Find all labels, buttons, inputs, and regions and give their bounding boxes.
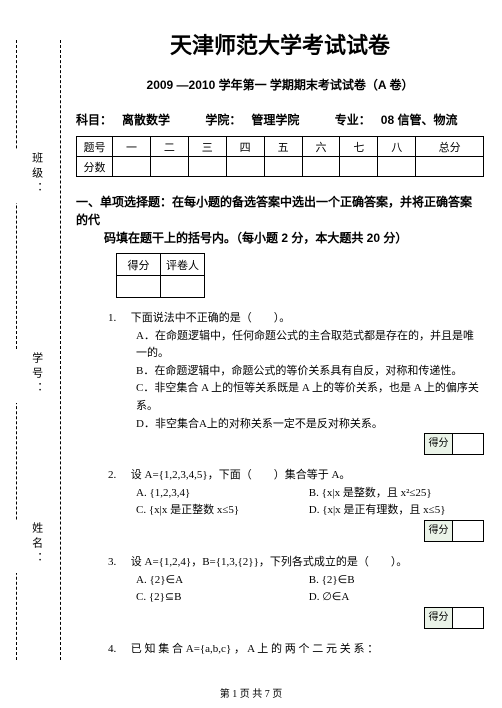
option-a: A. {1,2,3,4} <box>136 485 306 503</box>
mini-header: 得分 <box>117 254 161 276</box>
table-row: 题号 一 二 三 四 五 六 七 八 总分 <box>77 137 484 157</box>
score-box-value <box>453 434 483 454</box>
score-row-label: 分数 <box>77 157 113 177</box>
mini-cell <box>117 276 161 298</box>
option-d: D. ∅∈A <box>309 589 479 607</box>
score-col: 二 <box>150 137 188 157</box>
section-1-heading: 一、单项选择题：在每小题的备选答案中选出一个正确答案，并将正确答案的代 码填在题… <box>76 193 484 247</box>
score-cell <box>340 157 378 177</box>
score-cell <box>226 157 264 177</box>
score-row-label: 题号 <box>77 137 113 157</box>
score-box-label: 得分 <box>425 521 453 541</box>
subject-value: 离散数学 <box>122 113 170 127</box>
question-number: 3. <box>108 554 128 572</box>
score-box: 得分 <box>424 520 484 542</box>
score-cell <box>113 157 151 177</box>
score-col: 三 <box>188 137 226 157</box>
question-stem: 已 知 集 合 A={a,b,c} ， A 上 的 两 个 二 元 关 系 ： <box>131 643 378 655</box>
score-cell <box>188 157 226 177</box>
major-label: 专业： <box>335 113 371 127</box>
question-3: 3. 设 A={1,2,4}，B={1,3,{2}}，下列各式成立的是（ ）。 … <box>136 554 484 629</box>
option-a: A．在命题逻辑中，任何命题公式的主合取范式都是存在的，并且是唯一的。 <box>136 328 484 363</box>
question-stem: 下面说法中不正确的是（ ）。 <box>131 312 291 324</box>
school-value: 管理学院 <box>251 113 299 127</box>
major-value: 08 信管、物流 <box>381 113 458 127</box>
binding-label-studentno: 学号： <box>14 350 58 403</box>
score-col: 总分 <box>416 137 484 157</box>
score-col: 七 <box>340 137 378 157</box>
option-b: B. {x|x 是整数，且 x²≤25} <box>309 485 479 503</box>
score-box-value <box>453 521 483 541</box>
option-c: C. {x|x 是正整数 x≤5} <box>136 502 306 520</box>
score-cell <box>378 157 416 177</box>
question-number: 4. <box>108 641 128 659</box>
meta-row: 科目： 离散数学 学院： 管理学院 专业： 08 信管、物流 <box>76 111 484 128</box>
section-title-line1: 单项选择题：在每小题的备选答案中选出一个正确答案，并将正确答案的代 <box>76 195 472 227</box>
score-box-label: 得分 <box>425 608 453 628</box>
binding-label-name: 姓名： <box>14 520 58 573</box>
option-b: B．在命题逻辑中，命题公式的等价关系具有自反，对称和传递性。 <box>136 363 484 381</box>
score-cell <box>416 157 484 177</box>
subject-label: 科目： <box>76 113 112 127</box>
table-row: 得分 评卷人 <box>117 254 205 276</box>
score-col: 四 <box>226 137 264 157</box>
main-content: 天津师范大学考试试卷 2009 —2010 学年第一 学期期末考试试卷（A 卷）… <box>76 28 484 684</box>
mini-score-table: 得分 评卷人 <box>116 253 205 298</box>
option-a: A. {2}∈A <box>136 572 306 590</box>
option-c: C. {2}⊆B <box>136 589 306 607</box>
option-d: D．非空集合A上的对称关系一定不是反对称关系。 <box>136 416 484 434</box>
table-row: 分数 <box>77 157 484 177</box>
section-index: 一、 <box>76 195 100 209</box>
binding-strip: 班级： 学号： 姓名： <box>12 40 62 660</box>
question-stem: 设 A={1,2,3,4,5}，下面（ ）集合等于 A。 <box>131 469 351 481</box>
score-box: 得分 <box>424 607 484 629</box>
binding-label-class: 班级： <box>14 150 58 203</box>
binding-dash-right <box>60 40 61 660</box>
question-4: 4. 已 知 集 合 A={a,b,c} ， A 上 的 两 个 二 元 关 系… <box>136 641 484 659</box>
school-label: 学院： <box>205 113 241 127</box>
section-title-line2: 码填在题干上的括号内。（每小题 2 分，本大题共 20 分） <box>104 231 407 245</box>
score-box-value <box>453 608 483 628</box>
score-box: 得分 <box>424 433 484 455</box>
score-box-label: 得分 <box>425 434 453 454</box>
option-d: D. {x|x 是正有理数，且 x≤5} <box>309 502 479 520</box>
mini-cell <box>161 276 205 298</box>
question-number: 1. <box>108 310 128 328</box>
option-b: B. {2}∈B <box>309 572 479 590</box>
option-c: C．非空集合 A 上的恒等关系既是 A 上的等价关系，也是 A 上的偏序关系。 <box>136 380 484 415</box>
page: 班级： 学号： 姓名： 天津师范大学考试试卷 2009 —2010 学年第一 学… <box>0 0 502 708</box>
score-cell <box>150 157 188 177</box>
question-stem: 设 A={1,2,4}，B={1,3,{2}}，下列各式成立的是（ ）。 <box>131 556 408 568</box>
table-row <box>117 276 205 298</box>
page-subtitle: 2009 —2010 学年第一 学期期末考试试卷（A 卷） <box>76 76 484 93</box>
page-title: 天津师范大学考试试卷 <box>76 28 484 60</box>
question-2: 2. 设 A={1,2,3,4,5}，下面（ ）集合等于 A。 A. {1,2,… <box>136 467 484 542</box>
score-cell <box>264 157 302 177</box>
score-col: 六 <box>302 137 340 157</box>
score-table: 题号 一 二 三 四 五 六 七 八 总分 分数 <box>76 136 484 177</box>
page-footer: 第 1 页 共 7 页 <box>0 685 502 700</box>
score-cell <box>302 157 340 177</box>
score-col: 五 <box>264 137 302 157</box>
score-col: 一 <box>113 137 151 157</box>
question-1: 1. 下面说法中不正确的是（ ）。 A．在命题逻辑中，任何命题公式的主合取范式都… <box>136 310 484 455</box>
score-col: 八 <box>378 137 416 157</box>
mini-header: 评卷人 <box>161 254 205 276</box>
question-number: 2. <box>108 467 128 485</box>
